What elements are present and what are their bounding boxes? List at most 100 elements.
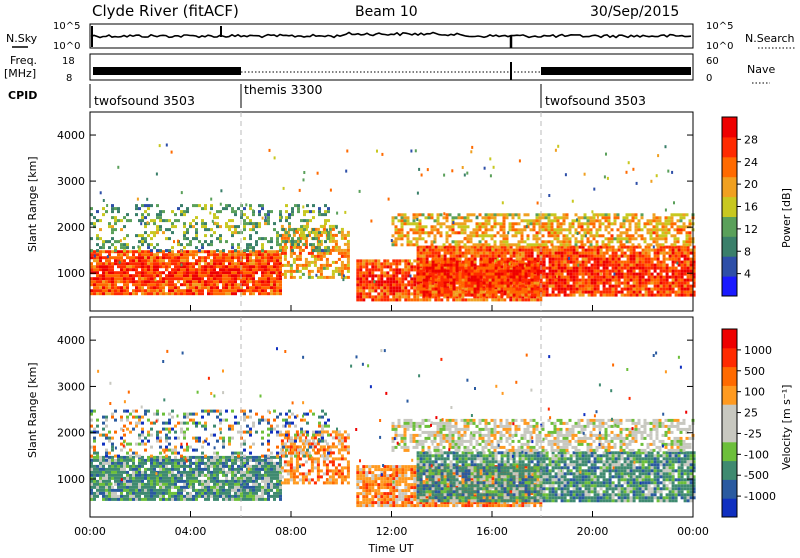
power-cell-b3 — [377, 298, 380, 301]
power-cell-b5 — [494, 222, 497, 225]
power-cell-b3 — [389, 280, 392, 283]
power-cell-b5 — [602, 234, 605, 237]
power-cell-b0 — [177, 274, 180, 277]
power-cell-b5 — [668, 228, 671, 231]
power-cell-b4 — [657, 288, 660, 291]
power-cell-b5 — [599, 234, 602, 237]
power-cell-b5 — [458, 222, 461, 225]
power-cell-b2 — [297, 237, 300, 240]
power-cell-b4 — [660, 288, 663, 291]
power-cell-b2 — [120, 228, 123, 231]
power-cell-b4 — [513, 273, 516, 276]
power-cell-b5 — [449, 243, 452, 246]
vel-cell-b0 — [156, 456, 159, 459]
power-cell-b1 — [326, 264, 329, 267]
power-cell-b3 — [365, 265, 368, 268]
power-cell-b4 — [633, 267, 636, 270]
power-cell-b3 — [359, 262, 362, 265]
power-cell-b5 — [665, 219, 668, 222]
power-cell-b4 — [591, 249, 594, 252]
vel-cell-b0 — [108, 456, 111, 459]
power-cell-b4 — [591, 267, 594, 270]
power-cell-b0 — [201, 268, 204, 271]
power-cell-b1 — [341, 264, 344, 267]
power-cell-b0 — [249, 289, 252, 292]
power-cell-b4 — [684, 261, 687, 264]
power-cell-b2 — [312, 231, 315, 234]
power-cell-b2 — [234, 249, 237, 252]
power-scatter-pixel — [295, 230, 297, 233]
vel-cell-b0 — [114, 477, 117, 480]
power-cell-b4 — [453, 273, 456, 276]
power-cell-b3 — [371, 289, 374, 292]
vel-cell-b0 — [114, 459, 117, 462]
power-cell-b4 — [633, 288, 636, 291]
power-cell-b4 — [558, 252, 561, 255]
vel-cell-b0 — [120, 483, 123, 486]
power-cell-b2 — [156, 204, 159, 207]
power-cell-b4 — [423, 267, 426, 270]
power-scatter-pixel — [303, 178, 305, 181]
power-cell-b2 — [177, 207, 180, 210]
power-cell-b2 — [303, 213, 306, 216]
power-cell-b2 — [252, 246, 255, 249]
power-cell-b4 — [501, 270, 504, 273]
power-cell-b5 — [494, 240, 497, 243]
power-cell-b0 — [141, 250, 144, 253]
power-cell-b0 — [111, 262, 114, 265]
power-cell-b0 — [249, 262, 252, 265]
power-cell-b3 — [371, 295, 374, 298]
power-cell-b2 — [300, 234, 303, 237]
power-cell-b0 — [168, 280, 171, 283]
power-cell-b5 — [401, 225, 404, 228]
power-cell-b2 — [246, 222, 249, 225]
power-cell-b4 — [597, 273, 600, 276]
power-cell-b4 — [591, 294, 594, 297]
vel-cell-b0 — [147, 489, 150, 492]
power-cell-b2 — [318, 207, 321, 210]
power-cell-b0 — [126, 256, 129, 259]
power-cell-b0 — [231, 277, 234, 280]
power-cell-b4 — [591, 273, 594, 276]
power-cell-b3 — [482, 298, 485, 301]
power-cell-b0 — [243, 292, 246, 295]
power-cell-b4 — [645, 285, 648, 288]
vel-cell-b0 — [135, 471, 138, 474]
power-cell-b4 — [438, 291, 441, 294]
power-cell-b4 — [618, 276, 621, 279]
power-cell-b0 — [102, 277, 105, 280]
power-cell-b3 — [431, 295, 434, 298]
power-cell-b4 — [423, 249, 426, 252]
power-cell-b5 — [650, 234, 653, 237]
power-cell-b4 — [435, 252, 438, 255]
power-cell-b4 — [687, 249, 690, 252]
power-cell-b4 — [651, 273, 654, 276]
power-cell-b5 — [488, 234, 491, 237]
power-cell-b3 — [404, 271, 407, 274]
power-cell-b4 — [570, 276, 573, 279]
power-cell-b5 — [575, 213, 578, 216]
vel-cell-b0 — [108, 498, 111, 501]
power-cell-b0 — [126, 250, 129, 253]
power-cell-b4 — [555, 294, 558, 297]
power-cell-b4 — [531, 294, 534, 297]
power-cell-b4 — [648, 279, 651, 282]
power-cell-b4 — [663, 261, 666, 264]
power-cell-b4 — [663, 267, 666, 270]
power-cell-b3 — [359, 289, 362, 292]
power-scatter-pixel — [155, 278, 157, 281]
power-cell-b4 — [678, 276, 681, 279]
power-cell-b0 — [270, 286, 273, 289]
power-cell-b4 — [504, 276, 507, 279]
power-cell-b5 — [674, 243, 677, 246]
vel-cell-b0 — [135, 483, 138, 486]
power-cell-b4 — [603, 291, 606, 294]
power-cell-b5 — [599, 219, 602, 222]
power-cell-b0 — [177, 271, 180, 274]
vel-cell-b0 — [93, 498, 96, 501]
power-cell-b4 — [663, 276, 666, 279]
power-cell-b2 — [312, 204, 315, 207]
power-cell-b0 — [135, 283, 138, 286]
power-cell-b4 — [447, 273, 450, 276]
power-cell-b2 — [243, 222, 246, 225]
